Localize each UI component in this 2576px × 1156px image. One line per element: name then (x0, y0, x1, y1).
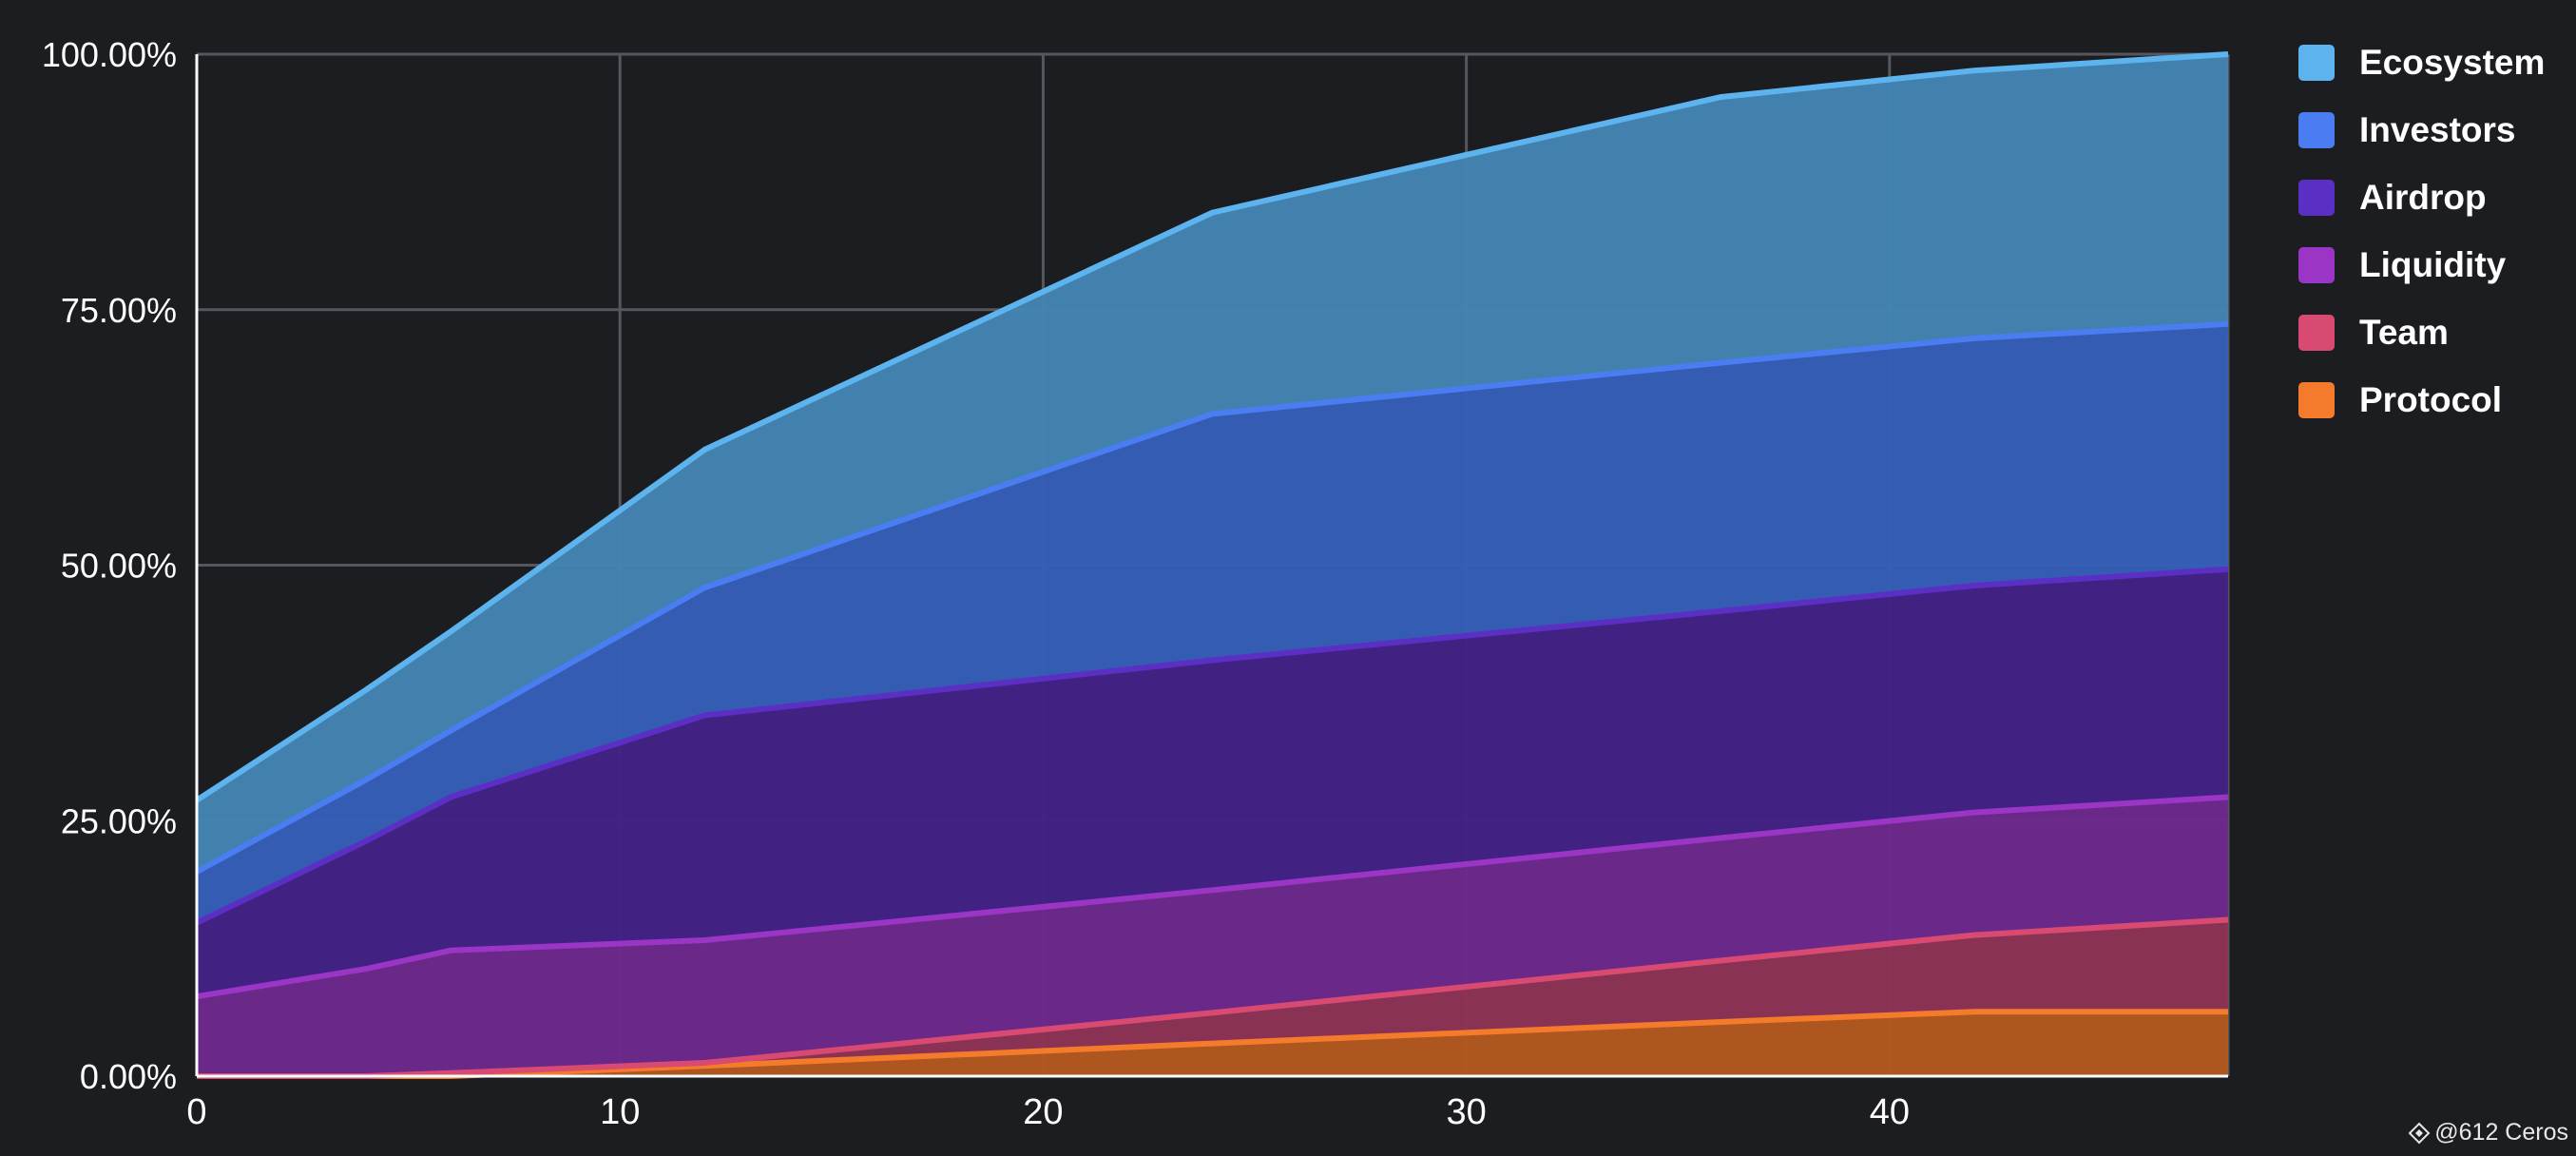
binance-diamond-icon (2408, 1122, 2431, 1144)
legend-item-ecosystem[interactable]: Ecosystem (2298, 29, 2545, 96)
legend-label: Airdrop (2359, 177, 2487, 217)
legend-swatch (2298, 179, 2335, 216)
line-investors (195, 320, 2229, 875)
area-liquidity (197, 797, 2228, 1076)
watermark: @612 Ceros (2408, 1119, 2568, 1146)
area-airdrop (197, 568, 2228, 997)
legend-swatch (2298, 246, 2335, 283)
area-investors (197, 323, 2228, 923)
y-tick-label: 0.00% (80, 1057, 177, 1096)
area-team (197, 919, 2228, 1076)
legend-swatch (2298, 314, 2335, 351)
x-tick-label: 10 (600, 1092, 640, 1132)
legend-swatch (2298, 44, 2335, 81)
series-lines (195, 51, 2229, 1079)
legend-label: Protocol (2359, 379, 2503, 419)
legend-item-investors[interactable]: Investors (2298, 96, 2545, 164)
legend: Ecosystem Investors Airdrop Liquidity Team Pr… (2298, 29, 2545, 434)
line-airdrop (195, 566, 2229, 926)
x-tick-label: 20 (1023, 1092, 1063, 1132)
axes (195, 54, 2228, 1078)
x-tick-labels: 0 10 20 30 40 (186, 1092, 1910, 1132)
x-tick-label: 30 (1446, 1092, 1486, 1132)
line-liquidity (196, 794, 2229, 1000)
watermark-text: @612 Ceros (2434, 1119, 2568, 1146)
legend-swatch (2298, 111, 2335, 148)
legend-label: Liquidity (2359, 244, 2507, 284)
legend-item-protocol[interactable]: Protocol (2298, 366, 2545, 434)
y-tick-label: 50.00% (61, 547, 177, 586)
line-ecosystem (195, 51, 2229, 803)
legend-item-airdrop[interactable]: Airdrop (2298, 164, 2545, 231)
y-tick-label: 25.00% (61, 801, 177, 840)
legend-label: Team (2359, 312, 2449, 352)
area-ecosystem (197, 54, 2228, 872)
legend-label: Investors (2359, 109, 2516, 149)
y-tick-label: 75.00% (61, 291, 177, 330)
legend-item-liquidity[interactable]: Liquidity (2298, 231, 2545, 299)
x-tick-label: 40 (1870, 1092, 1910, 1132)
legend-label: Ecosystem (2359, 42, 2546, 82)
legend-item-team[interactable]: Team (2298, 299, 2545, 366)
legend-swatch (2298, 381, 2335, 418)
y-tick-labels: 0.00% 25.00% 50.00% 75.00% 100.00% (42, 35, 177, 1096)
x-tick-label: 0 (186, 1092, 206, 1132)
y-tick-label: 100.00% (42, 35, 177, 74)
